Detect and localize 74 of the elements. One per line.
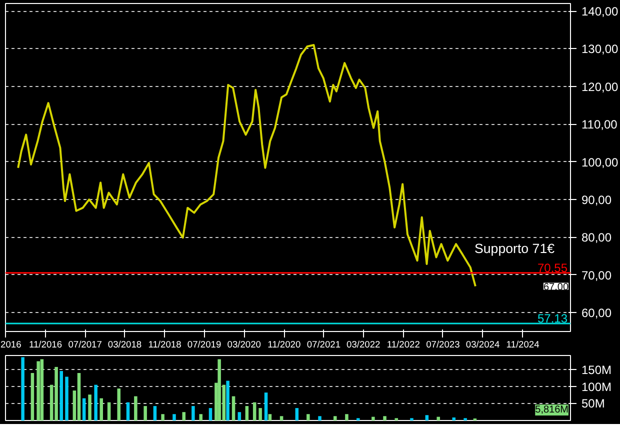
x-tick-label: 03/2020 bbox=[227, 340, 262, 350]
y-tick-label: 60,00 bbox=[582, 306, 612, 320]
bar bbox=[425, 415, 429, 420]
bar bbox=[100, 398, 104, 420]
bar bbox=[268, 414, 272, 420]
bar bbox=[199, 414, 202, 420]
y-tick-label: 150M bbox=[582, 362, 612, 377]
bar bbox=[226, 380, 230, 420]
bar bbox=[280, 416, 284, 420]
line-series bbox=[17, 44, 476, 288]
bar bbox=[383, 416, 386, 420]
bar bbox=[172, 414, 176, 420]
x-tick-label: 07/2021 bbox=[306, 340, 341, 350]
x-tick-label: 07/2019 bbox=[187, 340, 222, 350]
y-tick-label: 140,00 bbox=[582, 4, 619, 19]
bar bbox=[36, 361, 40, 420]
bar bbox=[40, 359, 44, 420]
bar bbox=[345, 414, 348, 420]
bar bbox=[252, 402, 256, 420]
bar bbox=[65, 376, 68, 420]
y-tick-label: 120,00 bbox=[582, 80, 619, 94]
bar bbox=[238, 412, 242, 420]
bar bbox=[436, 416, 440, 420]
bar bbox=[126, 402, 130, 420]
bar bbox=[452, 417, 456, 420]
bar bbox=[30, 373, 34, 420]
y-tick-label: 70,00 bbox=[582, 268, 612, 282]
annotation: Supporto 71€ bbox=[474, 240, 556, 256]
x-tick-label: 11/2020 bbox=[268, 340, 301, 350]
x-tick-label: 03/2024 bbox=[466, 340, 500, 350]
y-tick-label: 80,00 bbox=[582, 230, 612, 245]
bar bbox=[245, 406, 249, 420]
bar bbox=[144, 406, 147, 420]
x-tick-label: 07/2017 bbox=[68, 340, 102, 350]
bar bbox=[134, 396, 138, 420]
bar bbox=[117, 388, 120, 420]
x-tick-label: 11/2016 bbox=[29, 340, 62, 350]
bar bbox=[232, 396, 236, 420]
bar bbox=[264, 392, 268, 420]
x-tick-label: 03/2022 bbox=[346, 340, 380, 350]
ref-line-label: 57.13 bbox=[537, 311, 568, 326]
y-tick-label: 100M bbox=[582, 380, 612, 394]
bar bbox=[182, 412, 186, 420]
bar bbox=[306, 414, 310, 420]
bar bbox=[372, 416, 375, 420]
y-tick-label: 110,00 bbox=[582, 118, 618, 132]
bar bbox=[82, 398, 86, 420]
x-tick-label: 2016 bbox=[0, 340, 22, 350]
annotation: 5,816M bbox=[535, 404, 569, 416]
bar bbox=[107, 402, 111, 420]
x-tick-label: 11/2024 bbox=[506, 340, 540, 350]
bar bbox=[77, 373, 81, 420]
bar bbox=[333, 416, 337, 420]
y-tick-label: 130,00 bbox=[582, 42, 619, 56]
bar bbox=[258, 408, 262, 420]
ref-line-label: 70.55 bbox=[537, 260, 568, 275]
x-tick-label: 11/2022 bbox=[386, 340, 420, 350]
bar bbox=[94, 384, 98, 420]
x-tick-label: 11/2018 bbox=[148, 340, 182, 350]
bar bbox=[318, 416, 322, 420]
bar bbox=[153, 406, 157, 420]
y-tick-label: 90,00 bbox=[582, 193, 612, 208]
y-tick-label: 50M bbox=[582, 396, 605, 411]
y-tick-label: 100,00 bbox=[582, 155, 619, 170]
bar bbox=[295, 408, 299, 420]
bar bbox=[60, 370, 63, 420]
annotation: 67,00 bbox=[543, 282, 569, 293]
bar bbox=[192, 406, 195, 420]
bar bbox=[88, 394, 92, 420]
x-tick-label: 07/2023 bbox=[426, 340, 460, 350]
bar bbox=[21, 357, 24, 420]
bar bbox=[161, 414, 164, 420]
x-tick-label: 03/2018 bbox=[108, 340, 142, 350]
bar bbox=[208, 408, 212, 420]
